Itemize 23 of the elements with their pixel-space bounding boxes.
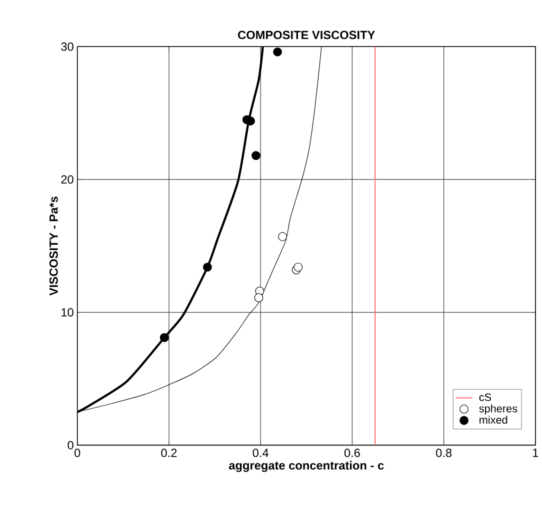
point <box>254 293 264 302</box>
point <box>202 262 212 272</box>
x-axis-title: aggregate concentration - c <box>229 461 384 472</box>
point <box>294 262 303 272</box>
legend-label: mixed <box>480 416 508 424</box>
y-tick-label: 30 <box>61 42 74 51</box>
legend-label: cS <box>479 394 492 402</box>
y-tick-label: 10 <box>62 308 74 317</box>
point <box>273 48 282 57</box>
legend-label: spheres <box>479 404 518 415</box>
x-tick-label: 0 <box>74 448 80 458</box>
y-tick-label: 20 <box>61 175 74 184</box>
x-tick-label: 0.6 <box>344 448 360 458</box>
x-tick-label: 0.4 <box>252 448 268 458</box>
x-tick-label: 1 <box>533 448 538 458</box>
point <box>252 151 260 160</box>
y-tick-label: 0 <box>68 441 74 450</box>
x-tick-label: 0.2 <box>161 448 177 458</box>
point <box>160 333 169 342</box>
x-tick-label: 0.8 <box>436 448 452 458</box>
point <box>278 232 288 242</box>
y-axis-title: VISCOSITY - Pa*s <box>49 196 58 296</box>
chart-title: COMPOSITE VISCOSITY <box>238 30 376 40</box>
